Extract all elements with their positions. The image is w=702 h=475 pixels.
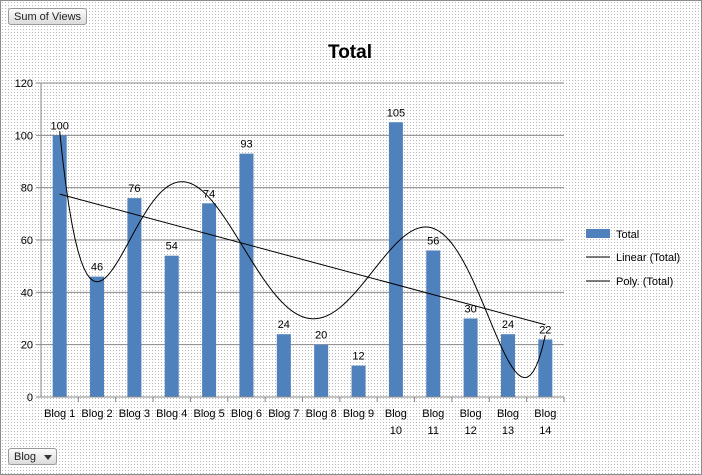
data-label: 93	[240, 139, 252, 151]
values-field-label: Sum of Views	[14, 11, 82, 23]
data-label: 22	[539, 324, 551, 336]
bar	[351, 365, 366, 397]
x-tick-label: Blog 4	[156, 408, 187, 420]
legend-swatch-total	[586, 229, 610, 238]
data-label: 30	[464, 304, 476, 316]
y-tick-label: 0	[27, 392, 33, 404]
bar	[426, 250, 441, 397]
bars	[52, 122, 553, 398]
legend-label-total: Total	[616, 229, 639, 241]
data-label: 24	[502, 319, 514, 331]
x-tick-label-part: 11	[428, 425, 439, 437]
x-tick-label: Blog 2	[81, 408, 112, 420]
bar	[164, 255, 179, 397]
x-tick-label-part: Blog	[422, 408, 444, 420]
bar	[90, 276, 105, 397]
dropdown-arrow-icon[interactable]	[44, 454, 53, 460]
data-label: 74	[203, 188, 215, 200]
x-tick-label-part: 14	[539, 425, 551, 437]
x-tick-label: Blog 12	[460, 408, 482, 437]
x-tick-label: Blog 7	[268, 408, 299, 420]
bar	[463, 318, 478, 397]
y-tick-label: 40	[21, 287, 33, 299]
axes: 0 20 40 60 80 100 120 Blog 1 Blog 2 Blog 3 Blog 4 B…	[15, 78, 565, 437]
legend-label-linear: Linear (Total)	[616, 252, 680, 264]
legend: Total Linear (Total) Poly. (Total)	[586, 229, 680, 288]
x-tick-label: Blog 11	[422, 408, 444, 437]
x-tick-label-part: 12	[464, 425, 476, 437]
bar	[127, 198, 142, 397]
gridlines	[41, 82, 564, 346]
data-label: 20	[315, 330, 327, 342]
bar	[388, 122, 403, 397]
bar	[538, 339, 553, 397]
polynomial-trendline	[59, 131, 546, 379]
bar	[314, 344, 329, 397]
data-label: 24	[278, 319, 290, 331]
data-label: 105	[387, 107, 405, 119]
bar	[52, 135, 67, 398]
bar	[500, 334, 515, 397]
x-tick-label-part: Blog	[385, 408, 407, 420]
data-labels: 100 46 76 54 74 93 24 20 12 105 56 30 24 22	[50, 107, 551, 362]
x-tick-label-part: 10	[390, 425, 402, 437]
y-tick-label: 80	[21, 183, 33, 195]
x-tick-label-part: Blog	[497, 408, 519, 420]
data-label: 56	[427, 235, 439, 247]
y-tick-label: 20	[21, 340, 33, 352]
axis-field-label: Blog	[14, 451, 37, 463]
trendlines	[59, 131, 546, 379]
x-tick-label: Blog 13	[497, 408, 519, 437]
x-tick-label: Blog 8	[306, 408, 337, 420]
legend-label-poly: Poly. (Total)	[616, 276, 673, 288]
y-tick-label: 100	[15, 130, 33, 142]
x-tick-label-part: Blog	[460, 408, 482, 420]
data-label: 12	[352, 351, 364, 363]
chart-title: Total	[328, 42, 372, 63]
data-label: 100	[50, 120, 68, 132]
linear-trendline	[59, 193, 546, 326]
bar	[276, 334, 291, 397]
x-tick-label: Blog 9	[343, 408, 374, 420]
values-field-button[interactable]: Sum of Views	[8, 8, 88, 25]
data-label: 46	[91, 262, 103, 274]
x-tick-label: Blog 6	[231, 408, 262, 420]
data-label: 54	[166, 241, 178, 253]
y-tick-label: 60	[21, 235, 33, 247]
x-tick-label: Blog 14	[534, 408, 556, 437]
bar	[239, 153, 254, 397]
bar	[202, 203, 217, 397]
x-tick-label: Blog 10	[385, 408, 407, 437]
x-tick-label: Blog 1	[44, 408, 75, 420]
x-tick-label-part: 13	[502, 425, 514, 437]
y-tick-label: 120	[15, 78, 33, 90]
x-tick-label-part: Blog	[534, 408, 556, 420]
axis-field-button[interactable]: Blog	[8, 448, 58, 465]
data-label: 76	[128, 183, 140, 195]
x-tick-label: Blog 3	[119, 408, 150, 420]
x-tick-label: Blog 5	[194, 408, 225, 420]
